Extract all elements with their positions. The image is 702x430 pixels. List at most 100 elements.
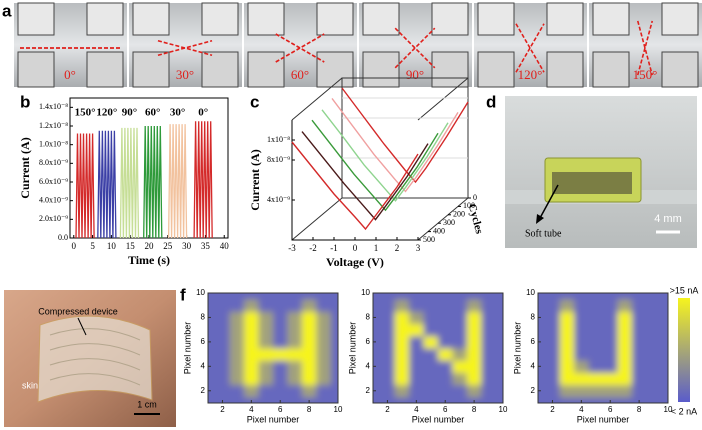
x-tick-label: 0: [353, 243, 358, 253]
angle-line: [394, 27, 436, 69]
device-array: [552, 172, 632, 194]
heat-cell: [215, 293, 231, 300]
heat-cell: [301, 323, 317, 337]
heat-cell: [215, 384, 231, 398]
heat-cell: [452, 299, 468, 312]
heat-cell: [466, 299, 482, 312]
heat-cell: [538, 396, 546, 403]
y-tick-label: 2.0x10⁻⁹: [39, 214, 68, 223]
y-axis-label: Current (A): [248, 149, 262, 210]
heat-cell: [631, 384, 647, 398]
heat-cell: [574, 396, 590, 403]
heat-cell: [316, 360, 332, 373]
heat-cell: [273, 323, 288, 337]
heat-cell: [466, 293, 482, 300]
y-tick-label: 6: [201, 337, 206, 346]
series-line: [321, 109, 449, 202]
heat-cell: [631, 299, 647, 312]
y-tick-label: 6: [366, 337, 371, 346]
heat-cell: [330, 360, 338, 373]
heat-cell: [423, 396, 439, 403]
x-tick-label: 40: [220, 241, 230, 251]
x-tick-label: 6: [608, 405, 613, 414]
series-label: 90°: [122, 107, 137, 119]
heat-cell: [380, 293, 396, 300]
angle-line: [275, 33, 325, 63]
plot-frame: [537, 292, 669, 404]
y-tick-label: 1.4x10⁻⁸: [39, 102, 68, 111]
heat-cell: [244, 335, 260, 349]
clamp: [661, 2, 699, 36]
z-tick-label: 300: [443, 218, 455, 227]
y-tick-label: 10: [196, 288, 205, 297]
heat-cell: [423, 335, 439, 349]
heat-cell: [588, 384, 604, 398]
heat-cell: [301, 360, 317, 373]
series-label: 120°: [96, 107, 117, 119]
clamp: [592, 2, 630, 36]
heat-cell: [545, 384, 561, 398]
panel-letter: f: [180, 285, 186, 304]
heat-cell: [559, 360, 575, 373]
clamp: [661, 51, 699, 88]
heat-cell: [301, 384, 317, 398]
x-tick-label: 10: [499, 405, 508, 414]
y-tick-label: 10: [526, 288, 535, 297]
heat-cell: [423, 299, 439, 312]
heat-cell: [438, 372, 453, 386]
heat-cell: [287, 384, 303, 398]
heat-cell: [495, 348, 503, 361]
clamp: [431, 51, 469, 88]
heat-cell: [646, 335, 662, 349]
heat-cell: [538, 348, 546, 361]
heat-cell: [273, 335, 288, 349]
heat-cell: [617, 348, 633, 361]
z-tick-label: 200: [453, 210, 465, 219]
heat-cell: [603, 299, 618, 312]
x-tick-label: 5: [90, 241, 95, 251]
heat-cell: [423, 293, 439, 300]
scale-label: 4 mm: [654, 213, 682, 225]
heat-cell: [438, 293, 453, 300]
angle-line: [636, 20, 654, 76]
heat-cell: [660, 396, 668, 403]
heat-cell: [631, 372, 647, 386]
x-tick-label: 10: [334, 405, 343, 414]
heat-cell: [481, 384, 497, 398]
heat-cell: [452, 348, 468, 361]
series-label: 30°: [170, 107, 185, 119]
y-tick-label: 6.0x10⁻⁹: [39, 177, 68, 186]
heat-cell: [273, 348, 288, 361]
x-tick-label: -1: [330, 243, 338, 253]
heat-cell: [394, 299, 410, 312]
heat-cell: [258, 360, 274, 373]
heat-cell: [466, 335, 482, 349]
photo-frame: 150°: [589, 2, 702, 88]
heat-cell: [631, 396, 647, 403]
x-tick-label: -3: [288, 243, 296, 253]
heat-cell: [574, 293, 590, 300]
heat-cell: [603, 311, 618, 325]
heat-cell: [423, 311, 439, 325]
series-label: 60°: [145, 107, 160, 119]
heat-cell: [273, 396, 288, 403]
x-tick-label: 2: [220, 405, 225, 414]
heat-cell: [316, 348, 332, 361]
heat-cell: [538, 372, 546, 386]
angle-label: 60°: [291, 67, 309, 82]
skin-label: skin: [22, 380, 38, 390]
colorbar-min: < 2 nA: [671, 406, 697, 416]
z-tick-label: 0: [473, 193, 477, 202]
heat-cell: [438, 323, 453, 337]
y-tick-label: 8x10⁻⁹: [267, 155, 290, 164]
heat-cell: [287, 323, 303, 337]
heat-cell: [423, 360, 439, 373]
heat-cell: [380, 384, 396, 398]
x-tick-label: 30: [182, 241, 192, 251]
clamp: [592, 51, 630, 88]
heat-cell: [466, 348, 482, 361]
heat-cell: [617, 384, 633, 398]
y-tick-label: 8: [201, 313, 206, 322]
x-tick-label: 20: [145, 241, 155, 251]
clamp: [201, 51, 239, 88]
